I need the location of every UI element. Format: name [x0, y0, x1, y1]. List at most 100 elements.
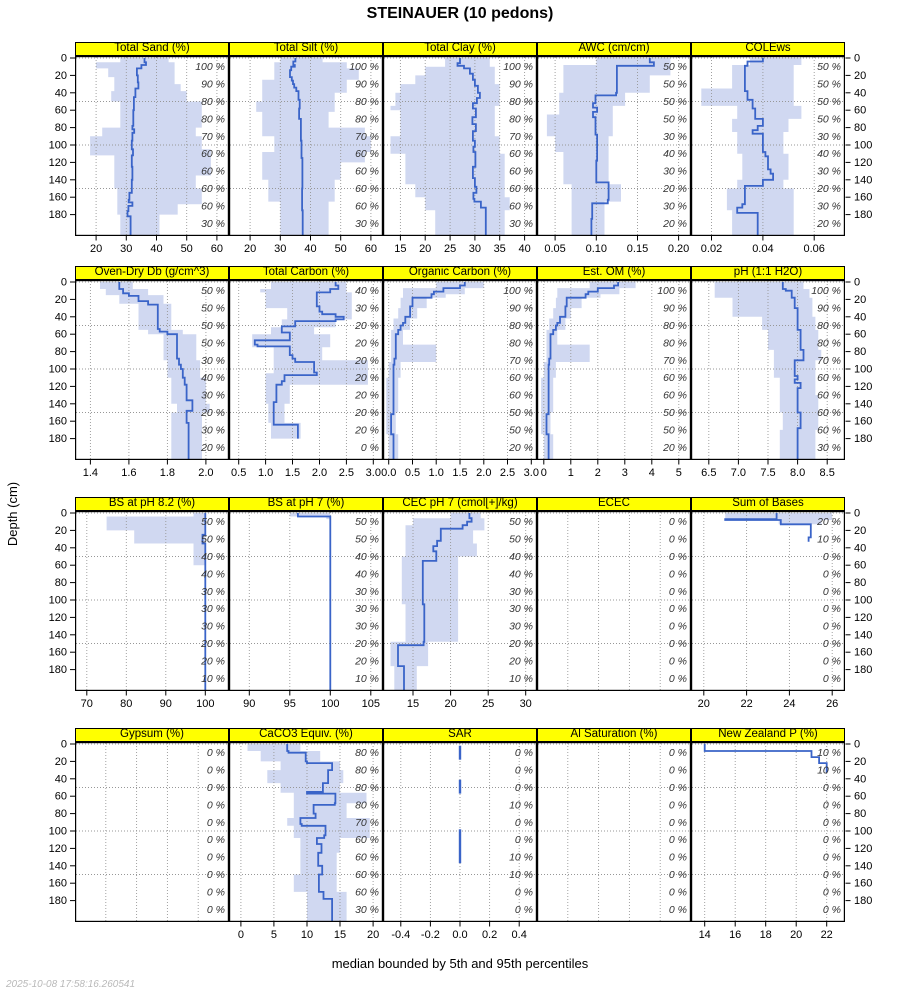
panel-strip-al-saturation: Al Saturation (%): [537, 728, 691, 742]
cf-label: 60 %: [201, 166, 225, 178]
left-depth-axis: 0 20 40 60 80 100 120 140 160 180: [49, 739, 75, 907]
cf-label: 80 %: [355, 765, 379, 777]
x-tick-label: 14: [699, 929, 711, 941]
x-tick-label: 40: [304, 243, 316, 255]
x-tick-label: 0.15: [627, 243, 648, 255]
panel-oven-dry-db-g-cm-3: 50 % 50 % 50 % 50 % 30 % 40 % 30 % 20 % 30 % 20 %…: [75, 280, 230, 479]
cf-label: 0 %: [669, 673, 687, 685]
x-tick-label: 0.05: [544, 243, 565, 255]
depth-tick-label: 0: [854, 508, 860, 520]
cf-label: 50 %: [201, 337, 225, 349]
depth-tick-label: 100: [854, 826, 872, 838]
x-tick-label: 6.5: [701, 467, 716, 479]
cf-label: 0 %: [669, 886, 687, 898]
depth-tick-label: 60: [854, 329, 866, 341]
cf-label: 0 %: [823, 621, 841, 633]
x-tick-label: 0.0: [381, 467, 396, 479]
depth-tick-label: 140: [854, 629, 872, 641]
cf-label: 0 %: [669, 586, 687, 598]
x-tick-label: 22: [740, 698, 752, 710]
depth-tick-label: 120: [854, 381, 872, 393]
x-tick-label: 0.4: [512, 929, 527, 941]
cf-label: 40 %: [355, 285, 379, 297]
x-tick-label: 20: [244, 243, 256, 255]
cf-label: 0 %: [207, 834, 225, 846]
x-tick-label: 105: [362, 698, 380, 710]
cf-label: 0 %: [669, 869, 687, 881]
x-tick-label: 20: [90, 243, 102, 255]
cf-label: 20 %: [354, 390, 379, 402]
x-tick-label: 16: [729, 929, 741, 941]
cf-label: 40 %: [355, 568, 379, 580]
x-tick-label: 15: [407, 698, 419, 710]
cf-label: 60 %: [817, 424, 841, 436]
depth-tick-label: 100: [49, 826, 67, 838]
cf-label: 80 %: [663, 337, 687, 349]
depth-tick-label: 140: [854, 174, 872, 186]
depth-tick-label: 120: [854, 157, 872, 169]
cf-label: 10 %: [817, 765, 841, 777]
panel-strip-bs-at-ph-8-2: BS at pH 8.2 (%): [75, 497, 229, 511]
x-tick-label: 30: [120, 243, 132, 255]
cf-label: 0 %: [515, 747, 533, 759]
depth-tick-label: 80: [55, 577, 67, 589]
x-tick-label: 15: [394, 243, 406, 255]
cf-label: 60 %: [355, 852, 379, 864]
cf-label: 50 %: [663, 113, 687, 125]
cf-label: 0 %: [669, 799, 687, 811]
panel-strip-cec-ph-7-cmol-kg: CEC pH 7 (cmol[+]/kg): [383, 497, 537, 511]
panel-sar: 0 % 0 % 0 % 10 % 0 % 0 % 10 % 10 % 0 % 0 % -0.4 -0.…: [383, 742, 538, 941]
depth-tick-label: 180: [49, 209, 67, 221]
cf-label: 50 %: [509, 407, 533, 419]
depth-tick-label: 160: [854, 878, 872, 890]
cf-label: 80 %: [817, 337, 841, 349]
x-tick-label: 1.0: [429, 467, 444, 479]
cf-label: 0 %: [207, 765, 225, 777]
cf-label: 70 %: [509, 131, 533, 143]
cf-label: 30 %: [509, 218, 533, 230]
cf-label: 80 %: [355, 799, 379, 811]
panel-total-clay: 100 % 90 % 80 % 80 % 70 % 60 % 60 % 60 % 60 % 30 …: [383, 56, 538, 255]
cf-label: 30 %: [817, 200, 841, 212]
x-tick-label: 90: [243, 698, 255, 710]
depth-tick-label: 60: [55, 329, 67, 341]
panel-gypsum: 0 % 0 % 0 % 0 % 0 % 0 % 0 % 0 % 0 % 0 %: [75, 742, 230, 923]
cf-label: 50 %: [663, 424, 687, 436]
x-tick-label: 7.5: [760, 467, 775, 479]
x-tick-label: 1: [568, 467, 574, 479]
cf-label: 30 %: [355, 586, 379, 598]
cf-label: 20 %: [816, 218, 841, 230]
x-tick-label: 90: [160, 698, 172, 710]
cf-label: 40 %: [509, 551, 533, 563]
cf-label: 50 %: [201, 320, 225, 332]
depth-tick-label: 140: [49, 174, 67, 186]
x-tick-label: 7.0: [731, 467, 746, 479]
cf-label: 0 %: [669, 638, 687, 650]
cf-label: 20 %: [354, 355, 379, 367]
x-tick-label: 20: [698, 698, 710, 710]
x-tick-label: 0: [541, 467, 547, 479]
cf-label: 50 %: [663, 407, 687, 419]
panel-bs-at-ph-8-2: 50 % 50 % 40 % 40 % 30 % 30 % 30 % 20 % 20 % 10 %…: [75, 511, 230, 710]
cf-label: 30 %: [201, 424, 225, 436]
x-tick-label: 2.0: [476, 467, 491, 479]
panel-strip-oven-dry-db-g-cm-3: Oven-Dry Db (g/cm^3): [75, 266, 229, 280]
depth-tick-label: 40: [854, 773, 866, 785]
cf-label: 0 %: [669, 747, 687, 759]
depth-tick-label: 60: [854, 105, 866, 117]
cf-label: 100 %: [349, 61, 379, 73]
x-tick-label: 2.5: [500, 467, 515, 479]
cf-label: 80 %: [509, 113, 533, 125]
cf-label: 20 %: [354, 337, 379, 349]
cf-label: 50 %: [817, 61, 841, 73]
cf-label: 50 %: [201, 285, 225, 297]
depth-tick-label: 20: [854, 294, 866, 306]
cf-label: 30 %: [509, 621, 533, 633]
x-tick-label: 4: [649, 467, 655, 479]
depth-tick-label: 0: [61, 739, 67, 751]
panel-colews: 50 % 50 % 50 % 50 % 30 % 40 % 30 % 20 % 30 % 20 %…: [691, 56, 846, 255]
cf-label: 0 %: [207, 852, 225, 864]
cf-label: 0 %: [823, 852, 841, 864]
cf-label: 0 %: [823, 904, 841, 916]
cf-label: 50 %: [817, 113, 841, 125]
